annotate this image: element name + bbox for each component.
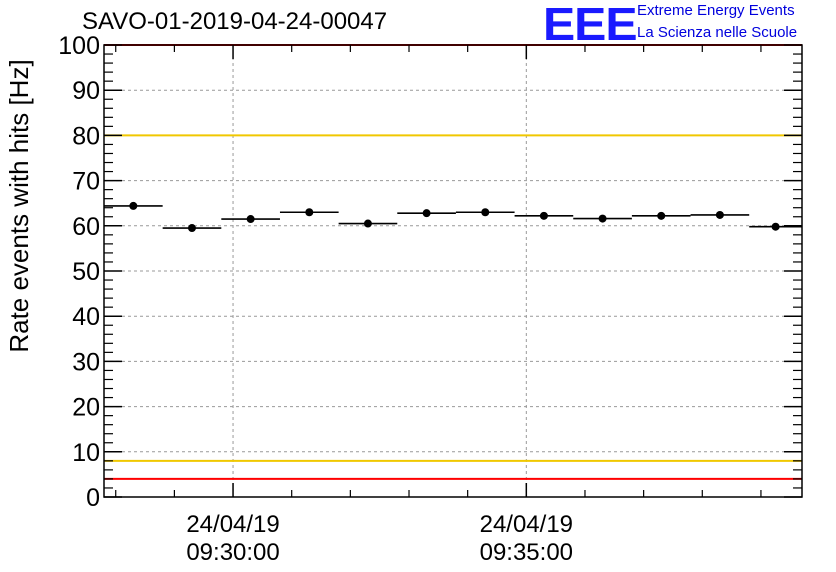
chart-title: SAVO-01-2019-04-24-00047 <box>82 8 388 35</box>
y-tick-label: 70 <box>72 168 100 196</box>
data-point <box>539 211 548 220</box>
x-tick-label-time: 09:35:00 <box>480 539 573 566</box>
y-tick-label: 40 <box>72 303 100 331</box>
data-point <box>363 219 372 228</box>
data-point <box>422 209 431 218</box>
y-tick-label: 20 <box>72 394 100 422</box>
data-point <box>657 211 666 220</box>
y-axis-label: Rate events with hits [Hz] <box>4 59 34 352</box>
x-tick-label-date: 24/04/19 <box>186 511 279 538</box>
logo-subtitle-line1: Extreme Energy Events <box>637 2 795 19</box>
plot-frame <box>103 44 803 498</box>
grid-layer <box>104 45 802 497</box>
data-point <box>771 222 780 231</box>
eee-logo: EEE <box>543 0 638 50</box>
data-point <box>598 214 607 223</box>
data-point <box>305 208 314 217</box>
y-tick-label: 10 <box>72 439 100 467</box>
axis-labels-layer: 010203040506070809010024/04/1909:30:0024… <box>58 32 573 566</box>
data-point <box>187 224 196 233</box>
data-point <box>246 215 255 224</box>
y-tick-label: 90 <box>72 77 100 105</box>
y-tick-label: 30 <box>72 348 100 376</box>
y-tick-label: 60 <box>72 213 100 241</box>
logo-subtitle-line2: La Scienza nelle Scuole <box>637 24 798 41</box>
reference-lines-layer <box>104 44 802 480</box>
x-tick-label-date: 24/04/19 <box>480 511 573 538</box>
data-point <box>481 208 490 217</box>
data-point <box>129 201 138 210</box>
x-tick-label-time: 09:30:00 <box>186 539 279 566</box>
axes-frame <box>103 44 803 498</box>
y-tick-label: 0 <box>86 484 100 512</box>
data-points-layer <box>104 201 802 233</box>
y-tick-label: 100 <box>58 32 100 60</box>
data-point <box>715 210 724 219</box>
y-tick-label: 50 <box>72 258 100 286</box>
y-tick-label: 80 <box>72 122 100 150</box>
